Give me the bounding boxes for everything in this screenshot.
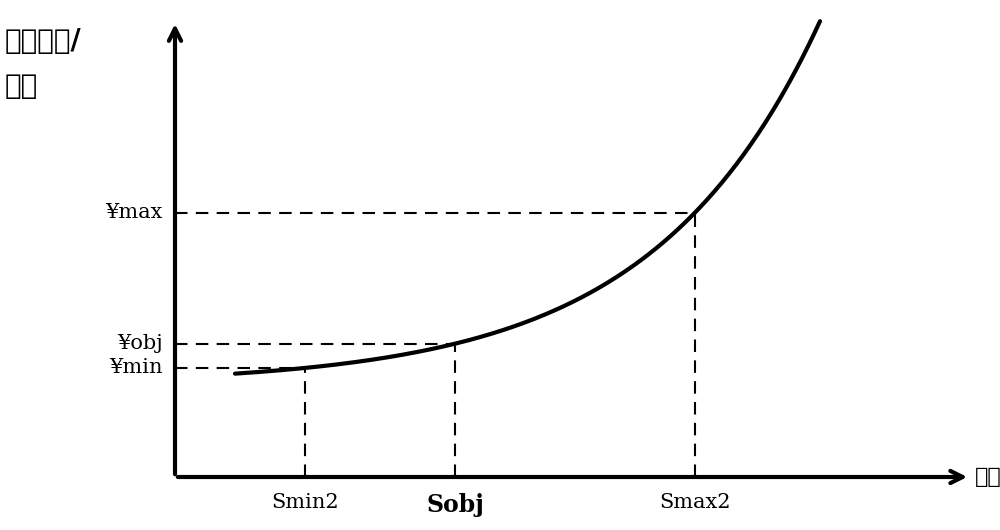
Text: ¥obj: ¥obj: [117, 334, 163, 353]
Text: Smin2: Smin2: [271, 493, 339, 512]
Text: Smax2: Smax2: [659, 493, 731, 512]
Text: Sobj: Sobj: [426, 493, 484, 517]
Text: 投资概算/: 投资概算/: [5, 26, 82, 55]
Text: 设备容量/MVA: 设备容量/MVA: [975, 467, 1000, 487]
Text: 万元: 万元: [5, 72, 38, 100]
Text: ¥max: ¥max: [106, 203, 163, 222]
Text: ¥min: ¥min: [109, 358, 163, 377]
